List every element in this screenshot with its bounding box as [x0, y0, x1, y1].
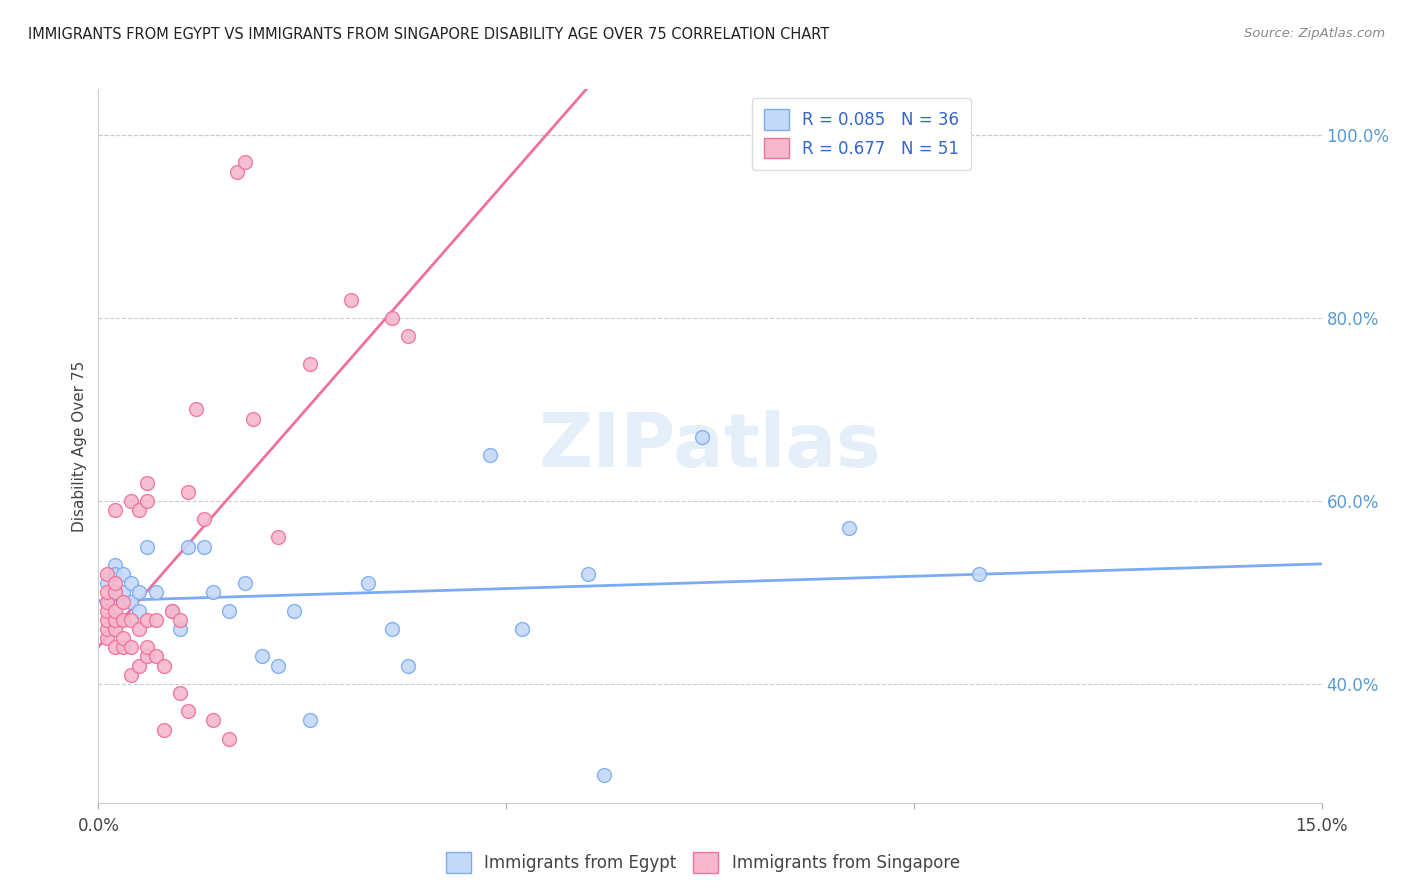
Point [186, 402, 208, 417]
Point [250, 649, 273, 664]
Point [177, 540, 200, 554]
Point [177, 484, 200, 499]
Point [111, 585, 134, 599]
Point [104, 558, 127, 572]
Point [104, 585, 127, 599]
Point [218, 604, 240, 618]
Point [169, 613, 191, 627]
Point [120, 576, 142, 591]
Point [267, 531, 290, 545]
Point [96, 585, 118, 599]
Point [283, 604, 305, 618]
Text: Source: ZipAtlas.com: Source: ZipAtlas.com [1244, 27, 1385, 40]
Point [96, 604, 118, 618]
Point [111, 594, 134, 608]
Point [136, 475, 159, 490]
Point [120, 594, 142, 608]
Point [396, 658, 419, 673]
Point [299, 357, 322, 371]
Point [145, 649, 167, 664]
Point [120, 667, 142, 681]
Point [576, 567, 599, 582]
Point [512, 622, 534, 636]
Point [136, 640, 159, 655]
Point [299, 714, 322, 728]
Point [381, 310, 404, 325]
Point [267, 658, 290, 673]
Point [152, 723, 174, 737]
Point [96, 594, 118, 608]
Point [233, 155, 256, 169]
Point [169, 686, 191, 700]
Point [104, 622, 127, 636]
Point [193, 512, 215, 526]
Point [136, 613, 159, 627]
Point [478, 448, 501, 462]
Point [160, 604, 183, 618]
Point [145, 613, 167, 627]
Point [218, 731, 240, 746]
Point [128, 622, 150, 636]
Point [111, 594, 134, 608]
Point [104, 613, 127, 627]
Point [120, 494, 142, 508]
Point [193, 540, 215, 554]
Point [128, 503, 150, 517]
Point [111, 567, 134, 582]
Point [128, 585, 150, 599]
Legend: Immigrants from Egypt, Immigrants from Singapore: Immigrants from Egypt, Immigrants from S… [440, 846, 966, 880]
Point [96, 613, 118, 627]
Point [111, 613, 134, 627]
Point [128, 658, 150, 673]
Point [838, 521, 860, 535]
Point [145, 585, 167, 599]
Point [177, 704, 200, 718]
Point [104, 567, 127, 582]
Point [120, 640, 142, 655]
Point [104, 604, 127, 618]
Point [233, 576, 256, 591]
Point [226, 164, 249, 178]
Point [128, 604, 150, 618]
Point [169, 622, 191, 636]
Point [967, 567, 990, 582]
Point [340, 293, 363, 307]
Point [104, 640, 127, 655]
Point [381, 622, 404, 636]
Y-axis label: Disability Age Over 75: Disability Age Over 75 [72, 360, 87, 532]
Point [104, 503, 127, 517]
Point [104, 585, 127, 599]
Point [356, 576, 378, 591]
Legend: R = 0.085   N = 36, R = 0.677   N = 51: R = 0.085 N = 36, R = 0.677 N = 51 [752, 97, 970, 169]
Point [111, 631, 134, 645]
Point [690, 430, 713, 444]
Point [96, 576, 118, 591]
Point [201, 714, 224, 728]
Point [104, 585, 127, 599]
Point [120, 613, 142, 627]
Point [96, 622, 118, 636]
Point [136, 540, 159, 554]
Point [96, 631, 118, 645]
Point [242, 411, 264, 425]
Point [111, 640, 134, 655]
Point [396, 329, 419, 343]
Point [152, 658, 174, 673]
Point [104, 576, 127, 591]
Text: IMMIGRANTS FROM EGYPT VS IMMIGRANTS FROM SINGAPORE DISABILITY AGE OVER 75 CORREL: IMMIGRANTS FROM EGYPT VS IMMIGRANTS FROM… [28, 27, 830, 42]
Point [201, 585, 224, 599]
Point [593, 768, 616, 782]
Point [96, 594, 118, 608]
Point [136, 649, 159, 664]
Point [96, 567, 118, 582]
Point [160, 604, 183, 618]
Point [136, 494, 159, 508]
Text: ZIPatlas: ZIPatlas [538, 409, 882, 483]
